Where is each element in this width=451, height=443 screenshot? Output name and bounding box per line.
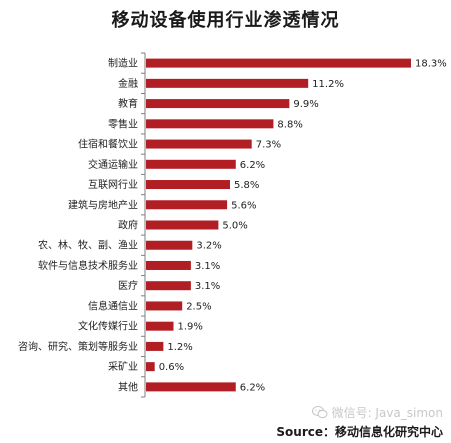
bar <box>146 58 411 68</box>
bar <box>146 260 191 270</box>
bar <box>146 119 274 129</box>
value-label: 3.1% <box>195 281 220 292</box>
value-label: 1.9% <box>178 322 203 333</box>
bar <box>146 99 290 109</box>
category-label: 制造业 <box>108 57 138 70</box>
category-label: 农、林、牧、副、渔业 <box>38 239 138 252</box>
category-label: 医疗 <box>118 279 138 292</box>
category-label: 互联网行业 <box>88 178 138 191</box>
bar <box>146 341 164 351</box>
value-label: 3.1% <box>195 261 220 272</box>
source-note: Source：移动信息化研究中心 <box>276 425 443 439</box>
bar <box>146 321 174 331</box>
category-label: 咨询、研究、策划等服务业 <box>18 340 138 353</box>
bar <box>146 240 193 250</box>
category-label: 软件与信息技术服务业 <box>38 259 138 272</box>
chart-title: 移动设备使用行业渗透情况 <box>111 10 340 31</box>
category-label: 政府 <box>118 219 138 232</box>
wechat-icon <box>311 406 328 419</box>
value-label: 5.8% <box>234 180 259 191</box>
bars-layer: 制造业 18.3% 金融 11.2% 教育 9.9% 零售业 8.8% 住宿和餐饮业 7.3% 交通… <box>18 52 447 398</box>
value-label: 1.2% <box>167 342 192 353</box>
category-label: 建筑与房地产业 <box>68 198 138 211</box>
value-label: 11.2% <box>312 79 344 90</box>
category-label: 交通运输业 <box>88 158 138 171</box>
bar <box>146 200 228 210</box>
watermark-text: 微信号: Java_simon <box>331 406 443 420</box>
watermark: 微信号: Java_simon <box>311 404 443 421</box>
category-label: 金融 <box>118 77 138 90</box>
value-label: 0.6% <box>159 362 184 373</box>
bar <box>146 78 309 88</box>
value-label: 18.3% <box>415 59 447 70</box>
value-label: 5.0% <box>222 221 247 232</box>
bar <box>146 220 219 230</box>
value-label: 5.6% <box>231 200 256 211</box>
category-label: 信息通信业 <box>88 299 138 312</box>
value-label: 6.2% <box>240 160 265 171</box>
bar <box>146 382 236 392</box>
bar <box>146 180 230 190</box>
category-label: 其他 <box>118 380 138 393</box>
value-label: 2.5% <box>186 301 211 312</box>
value-label: 6.2% <box>240 382 265 393</box>
value-label: 9.9% <box>293 99 318 110</box>
category-label: 教育 <box>118 97 138 110</box>
category-label: 住宿和餐饮业 <box>78 138 138 151</box>
bar <box>146 362 155 372</box>
value-label: 8.8% <box>277 119 302 130</box>
bar <box>146 301 183 311</box>
category-label: 文化传媒行业 <box>78 320 138 333</box>
category-label: 零售业 <box>108 117 138 130</box>
value-label: 3.2% <box>196 241 221 252</box>
category-label: 采矿业 <box>108 360 138 373</box>
bar <box>146 159 236 169</box>
bar <box>146 281 191 291</box>
bar <box>146 139 252 149</box>
value-label: 7.3% <box>256 140 281 151</box>
